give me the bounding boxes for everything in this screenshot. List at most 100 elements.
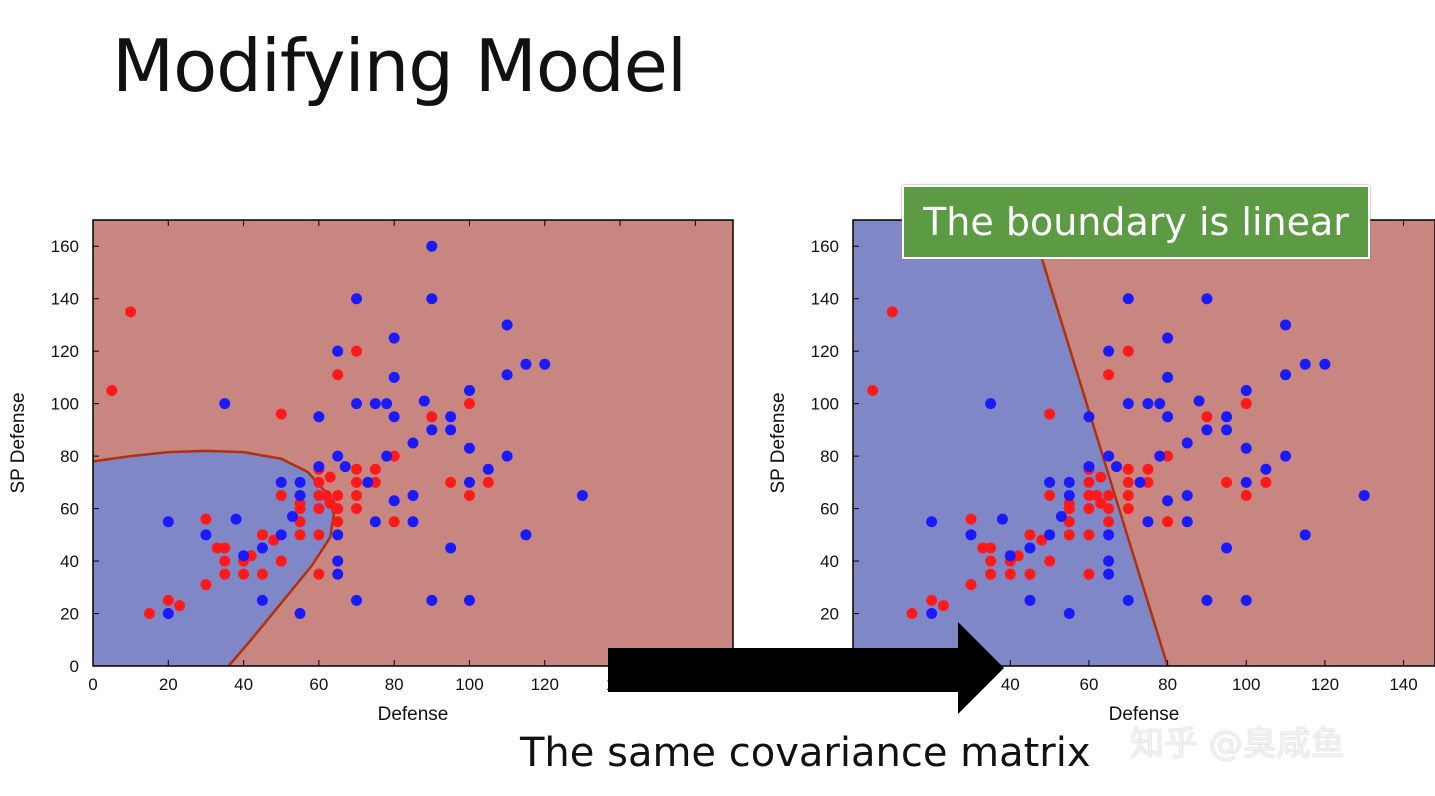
blue-data-point [275, 529, 287, 541]
red-data-point [369, 476, 381, 488]
red-data-point [256, 568, 268, 580]
blue-data-point [1221, 411, 1233, 423]
blue-data-point [219, 398, 231, 410]
blue-data-point [985, 398, 997, 410]
red-data-point [388, 516, 400, 528]
blue-data-point [1240, 476, 1252, 488]
red-data-point [369, 463, 381, 475]
red-data-point [1103, 489, 1115, 501]
y-axis-label: SP Defense [8, 392, 29, 493]
blue-data-point [463, 594, 475, 606]
red-data-point [275, 489, 287, 501]
blue-data-point [1299, 529, 1311, 541]
blue-data-point [1260, 463, 1272, 475]
red-data-point [332, 369, 344, 381]
blue-data-point [1240, 385, 1252, 397]
blue-data-point [162, 608, 174, 620]
blue-data-point [501, 450, 513, 462]
red-data-point [313, 503, 325, 515]
blue-data-point [426, 240, 438, 252]
x-tick-label: 100 [455, 675, 483, 694]
blue-data-point [1240, 442, 1252, 454]
blue-data-point [1280, 369, 1292, 381]
blue-data-point [200, 529, 212, 541]
x-tick-label: 60 [309, 675, 328, 694]
blue-data-point [1063, 489, 1075, 501]
blue-data-point [1110, 461, 1122, 473]
blue-data-point [313, 461, 325, 473]
blue-data-point [332, 568, 344, 580]
red-data-point [125, 306, 137, 318]
red-data-point [1142, 463, 1154, 475]
red-data-point [463, 489, 475, 501]
blue-data-point [1154, 398, 1166, 410]
blue-data-point [238, 550, 250, 562]
red-data-point [1083, 529, 1095, 541]
blue-data-point [388, 411, 400, 423]
y-tick-label: 100 [811, 395, 839, 414]
decision-boundary [1028, 219, 1169, 667]
red-data-point [906, 608, 918, 620]
y-tick-label: 80 [820, 447, 839, 466]
blue-data-point [256, 594, 268, 606]
blue-data-point [1319, 358, 1331, 370]
blue-data-point [381, 450, 393, 462]
blue-data-point [294, 489, 306, 501]
red-data-point [200, 579, 212, 591]
red-data-point [1103, 503, 1115, 515]
red-data-point [219, 568, 231, 580]
y-tick-label: 40 [820, 552, 839, 571]
blue-data-point [1201, 293, 1213, 305]
y-tick-label: 100 [51, 395, 79, 414]
blue-data-point [1154, 450, 1166, 462]
red-data-point [1083, 489, 1095, 501]
x-tick-label: 80 [1158, 675, 1177, 694]
x-tick-label: 140 [1389, 675, 1417, 694]
red-data-point [1142, 476, 1154, 488]
blue-data-point [996, 513, 1008, 525]
blue-data-point [426, 424, 438, 436]
y-tick-label: 120 [51, 342, 79, 361]
right-scatter-plot: 020406080100120140020406080100120140160D… [768, 219, 1435, 725]
red-data-point [200, 513, 212, 525]
blue-data-point [1280, 319, 1292, 331]
y-tick-label: 80 [60, 447, 79, 466]
red-data-point [463, 398, 475, 410]
red-data-point [1083, 503, 1095, 515]
blue-data-point [1181, 516, 1193, 528]
blue-data-point [1122, 594, 1134, 606]
left-scatter-plot: 0204060801001201401600204060801001201401… [8, 219, 734, 725]
red-data-point [965, 513, 977, 525]
blue-data-point [1201, 594, 1213, 606]
red-data-point [1201, 411, 1213, 423]
blue-data-point [1162, 411, 1174, 423]
blue-data-point [162, 516, 174, 528]
blue-data-point [369, 398, 381, 410]
blue-data-point [1004, 550, 1016, 562]
blue-data-point [501, 369, 513, 381]
y-tick-label: 0 [70, 657, 79, 676]
red-data-point [1063, 529, 1075, 541]
y-tick-label: 60 [820, 500, 839, 519]
blue-data-point [520, 358, 532, 370]
blue-data-point [1063, 476, 1075, 488]
red-data-point [1024, 568, 1036, 580]
y-tick-label: 40 [60, 552, 79, 571]
blue-data-point [418, 395, 430, 407]
blue-data-point [1044, 529, 1056, 541]
red-data-point [238, 568, 250, 580]
red-data-point [219, 555, 231, 567]
blue-data-point [332, 345, 344, 357]
blue-data-point [1181, 489, 1193, 501]
red-data-point [211, 542, 223, 554]
blue-data-point [426, 293, 438, 305]
blue-data-point [1162, 332, 1174, 344]
blue-data-point [388, 332, 400, 344]
blue-data-point [1162, 371, 1174, 383]
red-data-point [1063, 516, 1075, 528]
red-data-point [294, 529, 306, 541]
red-data-point [937, 600, 949, 612]
red-data-point [1103, 369, 1115, 381]
red-data-point [482, 476, 494, 488]
red-data-point [1162, 450, 1174, 462]
